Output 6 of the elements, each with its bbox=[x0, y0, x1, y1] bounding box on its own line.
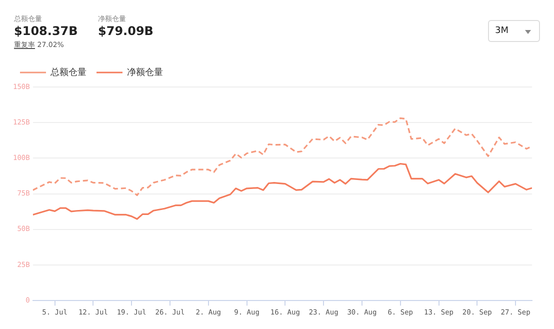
text: $79.09B bbox=[98, 24, 154, 38]
text: 3M bbox=[495, 26, 508, 36]
text: $108.37B bbox=[14, 24, 78, 38]
legend-label: 总额仓量 bbox=[50, 66, 86, 78]
legend-label: 净额仓量 bbox=[127, 66, 163, 78]
line-series bbox=[32, 117, 532, 196]
